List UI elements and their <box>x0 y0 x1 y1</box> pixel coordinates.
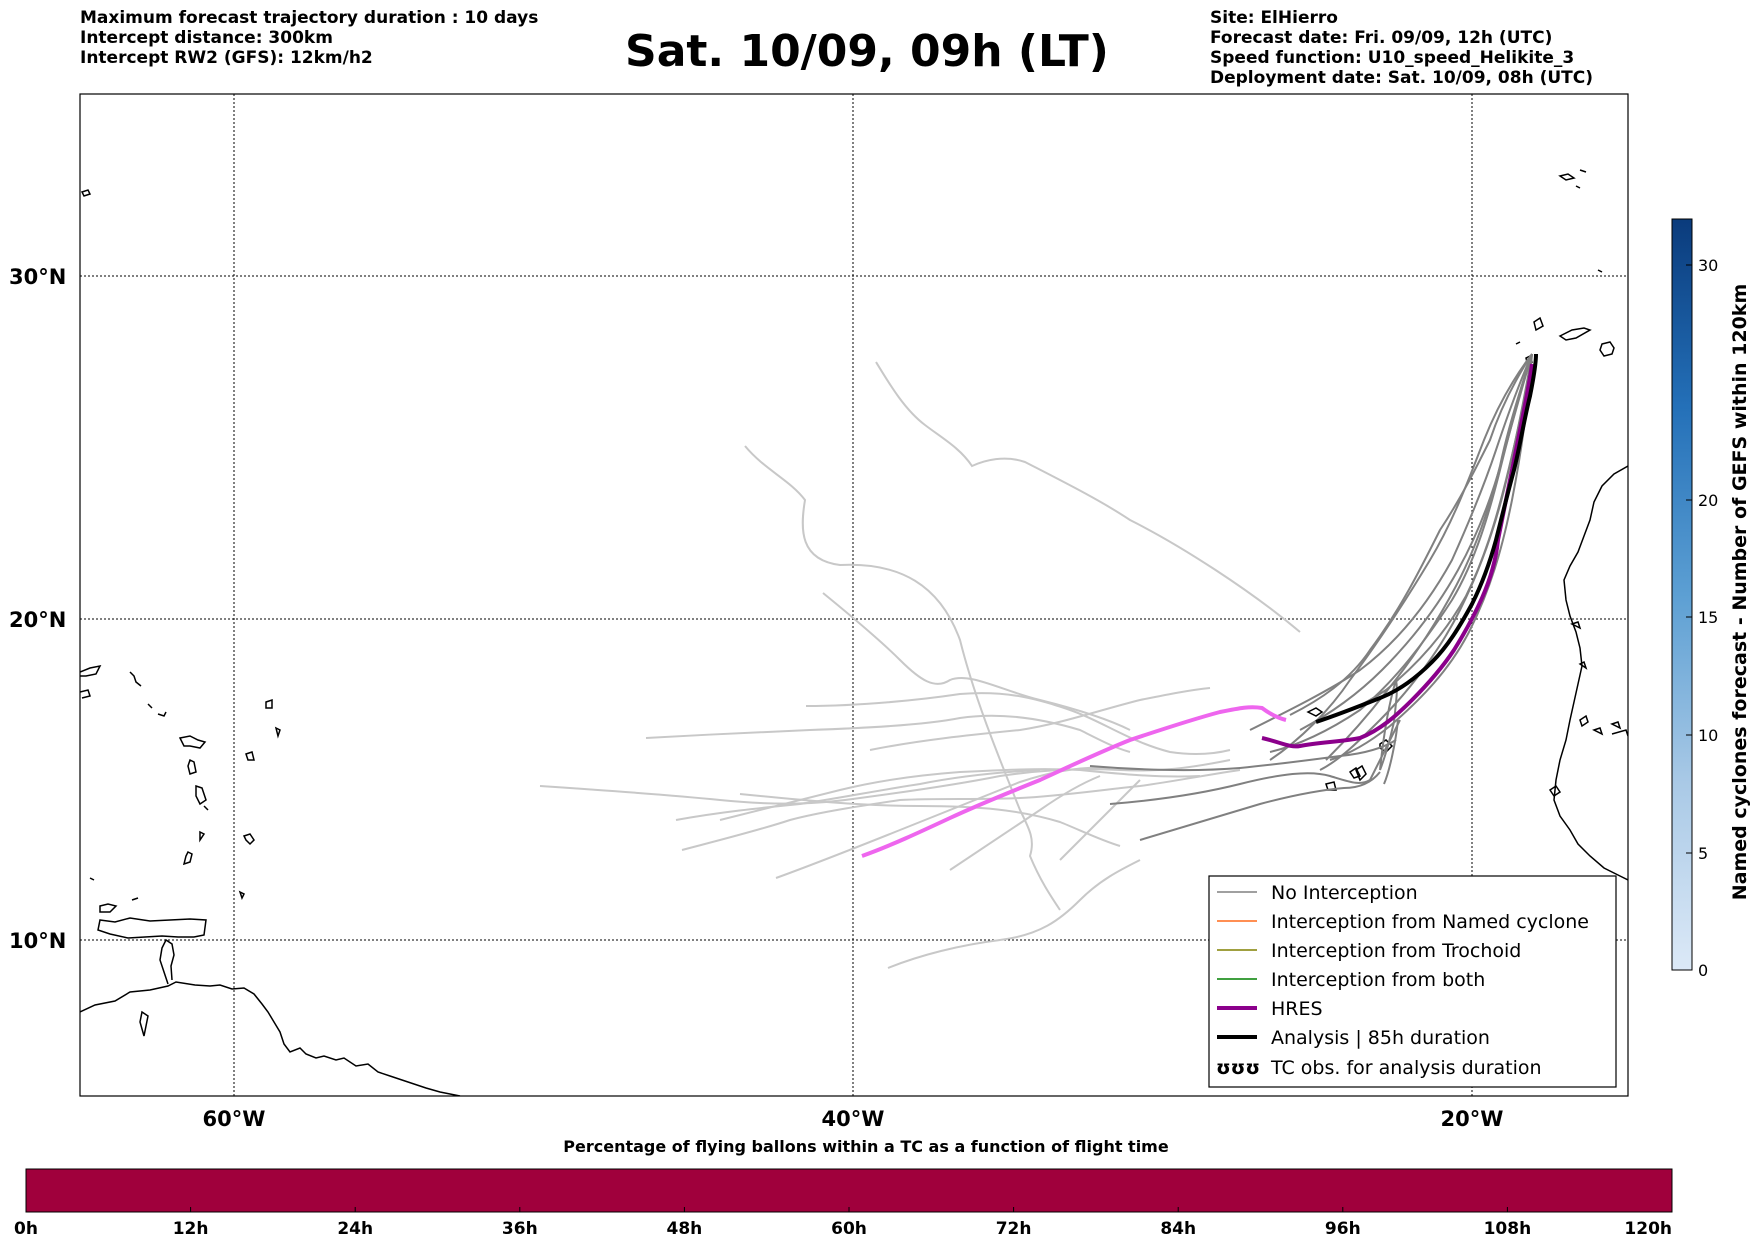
colorbar-label: Named cyclones forecast - Number of GEFS… <box>1729 284 1751 901</box>
time-tick-48h: 48h <box>667 1219 703 1239</box>
header-duration-line: Maximum forecast trajectory duration : 1… <box>80 8 539 28</box>
colorbar-tick-30: 30 <box>1698 256 1718 275</box>
legend-label-both: Interception from both <box>1271 969 1485 991</box>
colorbar-tick-5: 5 <box>1698 844 1708 863</box>
time-tick-0h: 0h <box>14 1219 38 1239</box>
header-site-line: Site: ElHierro <box>1210 8 1338 28</box>
colorbar-tick-20: 20 <box>1698 491 1718 510</box>
header-intercept-distance-line: Intercept distance: 300km <box>80 28 333 48</box>
time-tick-96h: 96h <box>1325 1219 1361 1239</box>
header-forecast-date-line: Forecast date: Fri. 09/09, 12h (UTC) <box>1210 28 1553 48</box>
time-tick-108h: 108h <box>1484 1219 1532 1239</box>
lon-label-40w: 40°W <box>822 1107 885 1131</box>
legend: ʊʊʊ No Interception Interception from Na… <box>1208 875 1617 1088</box>
legend-box <box>1208 875 1617 1088</box>
header-right-info: Site: ElHierro Forecast date: Fri. 09/09… <box>1210 8 1593 88</box>
lon-label-20w: 20°W <box>1441 1107 1504 1131</box>
time-bar-ticks <box>190 1207 1508 1212</box>
trajectories-light <box>539 361 1301 969</box>
header-intercept-rw2-line: Intercept RW2 (GFS): 12km/h2 <box>80 48 373 68</box>
legend-label-trochoid: Interception from Trochoid <box>1271 940 1521 962</box>
time-tick-60h: 60h <box>831 1219 867 1239</box>
time-bar-fill <box>25 1168 1673 1213</box>
lat-label-20n: 20°N <box>9 608 66 632</box>
coastline-americas <box>80 189 461 1096</box>
colorbar-gradient <box>1671 218 1693 971</box>
time-bar: Percentage of flying ballons within a TC… <box>14 1137 1673 1239</box>
legend-label-analysis: Analysis | 85h duration <box>1271 1027 1490 1049</box>
time-tick-120h: 120h <box>1624 1219 1672 1239</box>
colorbar-tick-0: 0 <box>1698 961 1708 980</box>
cyclone-colorbar: 0 5 10 15 20 30 Named cyclones forecast … <box>1671 218 1751 980</box>
time-tick-36h: 36h <box>502 1219 538 1239</box>
colorbar-tick-10: 10 <box>1698 726 1718 745</box>
legend-label-hres: HRES <box>1271 998 1323 1020</box>
time-tick-12h: 12h <box>173 1219 209 1239</box>
coastline-africa <box>1306 169 1628 881</box>
colorbar-tick-15: 15 <box>1698 608 1718 627</box>
page-title: Sat. 10/09, 09h (LT) <box>625 26 1109 77</box>
tc-obs-icon: ʊʊʊ <box>1216 1057 1260 1079</box>
time-tick-24h: 24h <box>337 1219 373 1239</box>
hres-trajectory <box>1261 363 1534 749</box>
legend-label-no-interception: No Interception <box>1271 882 1418 904</box>
header-speed-function-line: Speed function: U10_speed_Helikite_3 <box>1210 48 1575 68</box>
lon-label-60w: 60°W <box>203 1107 266 1131</box>
time-tick-72h: 72h <box>996 1219 1032 1239</box>
time-tick-84h: 84h <box>1160 1219 1196 1239</box>
lat-label-30n: 30°N <box>9 265 66 289</box>
time-bar-title: Percentage of flying ballons within a TC… <box>563 1137 1169 1156</box>
hres-trajectory-early <box>861 705 1287 858</box>
legend-label-tc-obs: TC obs. for analysis duration <box>1270 1057 1542 1079</box>
header-left-info: Maximum forecast trajectory duration : 1… <box>80 8 538 68</box>
legend-label-named-cyclone: Interception from Named cyclone <box>1271 911 1589 933</box>
lat-label-10n: 10°N <box>9 929 66 953</box>
analysis-trajectory <box>1315 353 1538 724</box>
header-deployment-date-line: Deployment date: Sat. 10/09, 08h (UTC) <box>1210 68 1594 88</box>
